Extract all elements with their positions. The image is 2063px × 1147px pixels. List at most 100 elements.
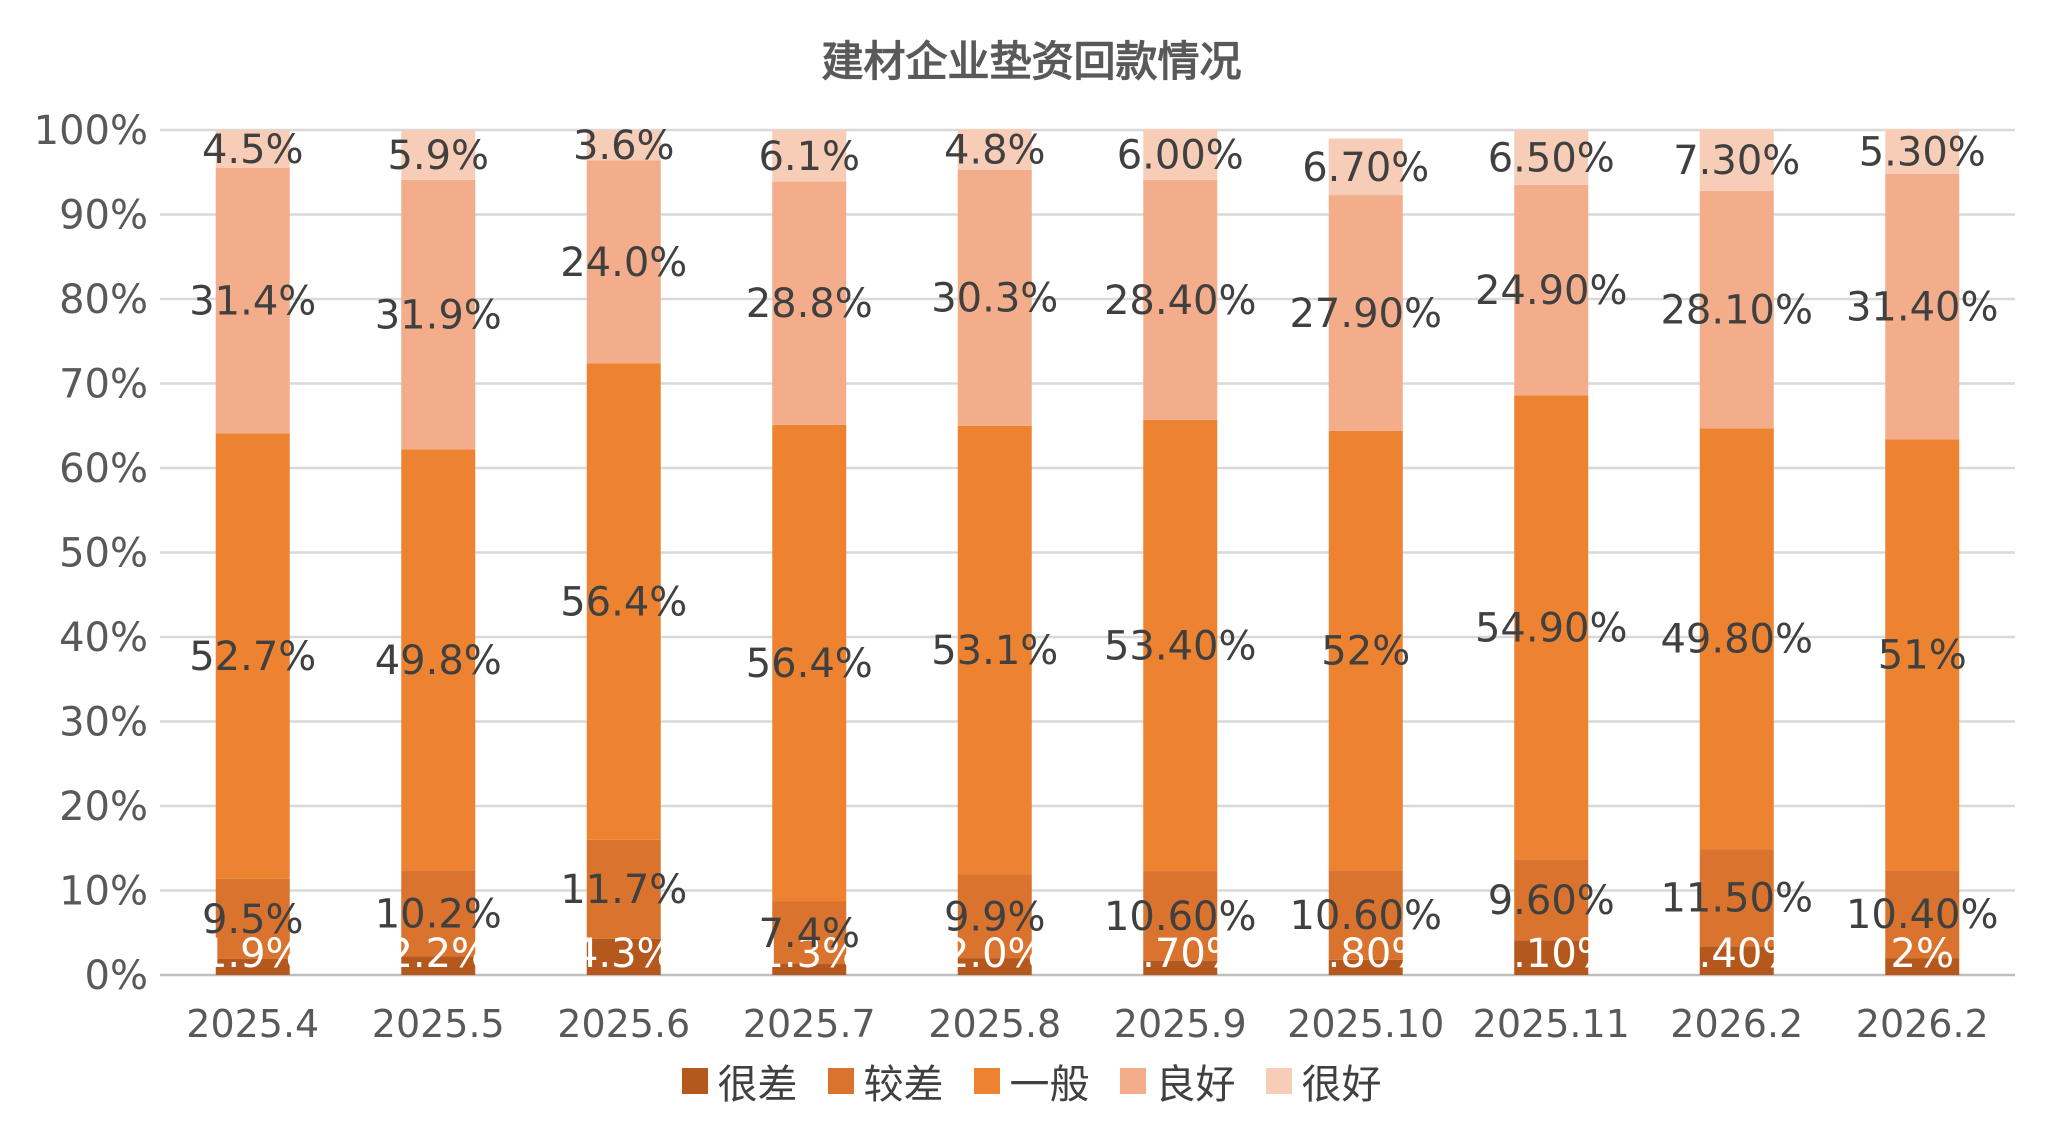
bar-segment xyxy=(772,181,847,425)
bar-segment xyxy=(772,130,847,182)
data-label: 7.30% xyxy=(1673,138,1800,184)
legend-swatch xyxy=(681,1068,708,1094)
legend-item: 较差 xyxy=(827,1052,944,1110)
data-label: 10.60% xyxy=(1289,893,1442,939)
data-label: 6.70% xyxy=(1302,145,1429,191)
y-tick-label: 50% xyxy=(59,531,148,577)
data-label: 3.40% xyxy=(1673,931,1800,977)
data-label: 1.9% xyxy=(202,931,304,977)
data-label: 6.50% xyxy=(1488,135,1615,181)
data-label: 53.1% xyxy=(931,628,1058,674)
bar-segment xyxy=(1699,129,1774,191)
data-label: 56.4% xyxy=(746,641,873,687)
data-label: 2.0% xyxy=(944,931,1046,977)
data-label: 3.6% xyxy=(573,123,675,169)
data-label: 28.8% xyxy=(746,281,873,327)
data-label: 2% xyxy=(1891,931,1954,977)
bar-segment xyxy=(1885,958,1960,975)
legend-swatch xyxy=(827,1068,854,1094)
y-tick-label: 0% xyxy=(85,953,148,999)
data-label: 28.10% xyxy=(1660,288,1813,334)
bar-segment xyxy=(401,449,476,871)
data-label: 7.4% xyxy=(758,911,860,957)
data-label: 1.80% xyxy=(1302,931,1429,977)
legend-item: 良好 xyxy=(1119,1052,1236,1110)
data-label: 9.9% xyxy=(944,894,1046,940)
bar-segment xyxy=(1328,138,1403,196)
data-label: 11.50% xyxy=(1660,876,1813,922)
y-tick-label: 10% xyxy=(59,869,148,915)
data-label: 24.0% xyxy=(560,240,687,286)
data-label: 1.3% xyxy=(758,931,860,977)
bar-segment xyxy=(1885,870,1960,959)
x-tick-label: 2025.7 xyxy=(743,1002,876,1046)
data-label: 28.40% xyxy=(1104,278,1257,324)
bar-segment xyxy=(1328,430,1403,871)
bar-segment xyxy=(1885,173,1960,440)
bar-segment xyxy=(1885,439,1960,871)
bar-segment xyxy=(215,878,290,959)
bar-segment xyxy=(1885,129,1960,174)
bar-segment xyxy=(1699,849,1774,947)
bar-segment xyxy=(1143,129,1218,180)
y-tick-label: 70% xyxy=(59,362,148,408)
data-label: 53.40% xyxy=(1104,623,1257,669)
bar-segment xyxy=(957,169,1032,426)
bar-segment xyxy=(957,425,1032,875)
bar-segment xyxy=(957,129,1032,170)
legend-swatch xyxy=(973,1068,1000,1094)
x-tick-label: 2025.6 xyxy=(557,1002,690,1046)
bar-segment xyxy=(1514,184,1589,396)
bar-segment xyxy=(586,130,661,161)
bar-segment xyxy=(215,433,290,879)
data-label: 56.4% xyxy=(560,580,687,626)
bar-segment xyxy=(772,901,847,965)
bar-segment xyxy=(215,168,290,434)
bar-segment xyxy=(401,956,476,975)
bar-segment xyxy=(1143,960,1218,975)
x-tick-label: 2026.2 xyxy=(1856,1002,1989,1046)
legend-item: 很差 xyxy=(681,1052,798,1110)
data-label: 49.80% xyxy=(1660,617,1813,663)
x-tick-label: 2025.8 xyxy=(928,1002,1061,1046)
bar-segment xyxy=(401,179,476,450)
data-label: 4.5% xyxy=(202,127,304,173)
data-label: 30.3% xyxy=(931,276,1058,322)
data-label: 51% xyxy=(1878,633,1967,679)
data-label: 24.90% xyxy=(1475,268,1628,314)
data-label: 9.60% xyxy=(1488,878,1615,924)
data-label: 52% xyxy=(1321,629,1410,675)
y-tick-label: 60% xyxy=(59,446,148,492)
bar-segment xyxy=(1328,959,1403,975)
y-tick-label: 100% xyxy=(34,108,148,154)
legend-item: 很好 xyxy=(1265,1052,1382,1110)
data-label: 10.60% xyxy=(1104,894,1257,940)
bar-segment xyxy=(772,964,847,975)
data-label: 9.5% xyxy=(202,897,304,943)
legend-swatch xyxy=(1119,1068,1146,1094)
x-tick-label: 2025.5 xyxy=(372,1002,505,1046)
legend-label: 很好 xyxy=(1301,1062,1382,1108)
bar-segment xyxy=(215,130,290,169)
bar-segment xyxy=(586,160,661,364)
data-label: 4.10% xyxy=(1488,931,1615,977)
bar-segment xyxy=(1514,395,1589,860)
bar-segment xyxy=(215,958,290,975)
data-label: 4.8% xyxy=(944,127,1046,173)
bar-segment xyxy=(1699,946,1774,975)
data-label: 27.90% xyxy=(1289,291,1442,337)
data-label: 2.2% xyxy=(387,931,489,977)
x-tick-label: 2025.9 xyxy=(1114,1002,1247,1046)
data-label: 31.9% xyxy=(375,293,502,339)
chart-legend: 很差 较差 一般 良好 很好 xyxy=(0,1052,2063,1110)
bar-segment xyxy=(586,839,661,939)
legend-item: 一般 xyxy=(973,1052,1090,1110)
y-tick-label: 20% xyxy=(59,784,148,830)
bar-segment xyxy=(1514,940,1589,975)
y-tick-label: 40% xyxy=(59,615,148,661)
bar-segment xyxy=(1514,130,1589,185)
legend-label: 一般 xyxy=(1009,1062,1090,1108)
bar-segment xyxy=(1699,190,1774,429)
y-tick-label: 80% xyxy=(59,277,148,323)
